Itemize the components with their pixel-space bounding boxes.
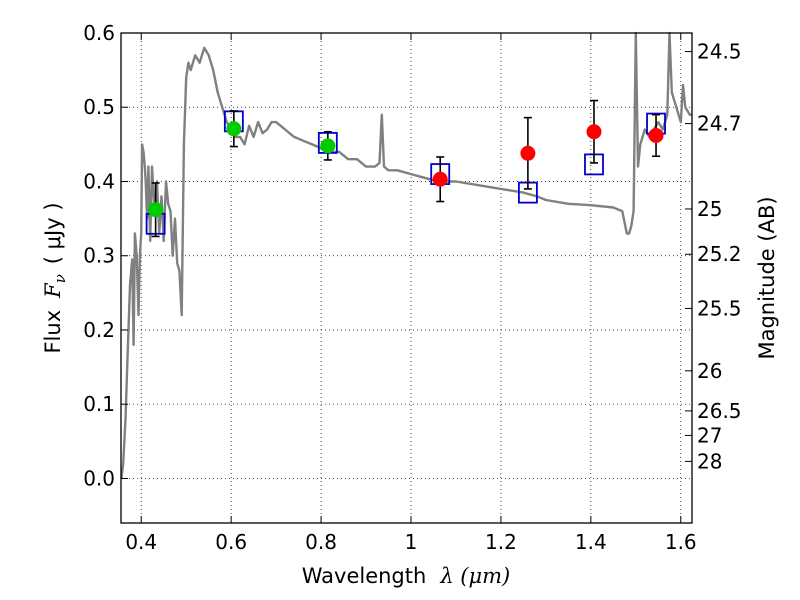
- grid-lines: [121, 32, 692, 523]
- green-data-point: [226, 121, 242, 137]
- y2-tick-label: 25.2: [697, 242, 742, 266]
- plot-frame: [120, 32, 693, 524]
- x-axis-label-math: λ (μm): [439, 564, 510, 588]
- y-axis-label-subscript: ν: [51, 274, 69, 283]
- y-axis-label-symbol: F: [41, 282, 65, 299]
- y-tick-label: 0.5: [83, 95, 115, 119]
- x-tick-label: 0.6: [215, 530, 247, 554]
- red-data-point: [648, 127, 664, 143]
- axis-ticks: 0.4 0.6 0.8 1 1.2 1.4 1.6 0.0 0.1 0.2 0.3 0.4 0.5 0.6…: [83, 21, 741, 554]
- model-spectrum-line: [120, 31, 692, 479]
- x-tick-label: 1: [405, 530, 418, 554]
- y2-tick-label: 25.5: [697, 296, 742, 320]
- model-spectrum-layer: [120, 31, 692, 479]
- red-data-point: [586, 124, 602, 140]
- y-tick-label: 0.1: [83, 392, 115, 416]
- x-tick-label: 0.8: [305, 530, 337, 554]
- y-tick-label: 0.6: [83, 21, 115, 45]
- y2-tick-label: 24.5: [697, 40, 742, 64]
- y-tick-label: 0.3: [83, 244, 115, 268]
- x-tick-label: 1.2: [485, 530, 517, 554]
- y2-tick-label: 26.5: [697, 399, 742, 423]
- photometry-layer: [145, 99, 666, 238]
- y-axis-label: Flux Fν ( μJy ): [41, 202, 69, 353]
- y2-tick-label: 27: [697, 423, 722, 447]
- green-data-point: [320, 138, 336, 154]
- red-data-point: [520, 145, 536, 161]
- green-data-point: [148, 202, 164, 218]
- red-data-point: [432, 171, 448, 187]
- x-tick-label: 1.6: [665, 530, 697, 554]
- y2-tick-label: 25: [697, 197, 722, 221]
- y-axis-label-text: Flux: [41, 310, 65, 354]
- x-tick-label: 0.4: [125, 530, 157, 554]
- y2-tick-label: 28: [697, 449, 722, 473]
- y-tick-label: 0.0: [83, 466, 115, 490]
- y-tick-label: 0.2: [83, 318, 115, 342]
- x-axis-label-text: Wavelength: [302, 564, 427, 588]
- y-axis-label-unit: ( μJy ): [41, 202, 65, 264]
- y2-axis-label: Magnitude (AB): [755, 196, 779, 359]
- x-tick-label: 1.4: [575, 530, 607, 554]
- x-axis-label: Wavelength λ (μm): [302, 564, 511, 588]
- y-tick-label: 0.4: [83, 169, 115, 193]
- y2-tick-label: 26: [697, 359, 722, 383]
- y2-tick-label: 24.7: [697, 112, 742, 136]
